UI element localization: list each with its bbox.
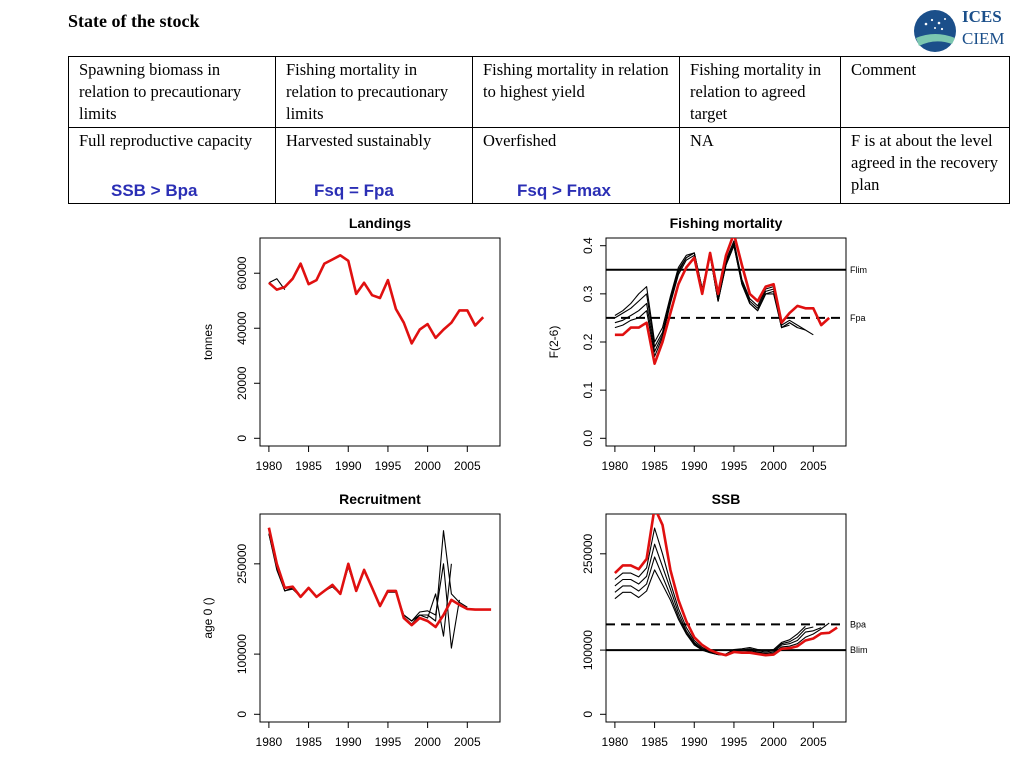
table-row: Full reproductive capacity SSB > Bpa Har…	[68, 127, 1010, 204]
y-tick-label: 100000	[581, 630, 595, 670]
x-tick-label: 1985	[641, 459, 668, 473]
plot-frame	[259, 513, 501, 723]
status-ssb: SSB > Bpa	[111, 181, 198, 200]
y-tick-label: 0	[235, 711, 249, 718]
y-tick-label: 0.3	[581, 285, 595, 302]
x-tick-label: 2000	[760, 459, 787, 473]
cell-ssb-limits: Full reproductive capacity SSB > Bpa	[68, 127, 276, 204]
series-line-retrospective	[614, 245, 798, 348]
x-tick-label: 2005	[800, 735, 827, 749]
fishing-mortality-chart: Fishing mortality 1980 1985 1990 1995 2000 200…	[547, 215, 867, 473]
recruitment-chart: Recruitment 1980 1985 1990 1995 2000 2005 0 1000…	[201, 491, 501, 749]
x-tick-label: 1990	[681, 735, 708, 749]
logo-text-ices: ICES	[962, 7, 1002, 26]
x-tick-label: 1990	[335, 735, 362, 749]
x-tick-label: 1990	[681, 459, 708, 473]
y-axis-label: tonnes	[201, 324, 215, 360]
y-tick-label: 0.4	[581, 237, 595, 254]
cell-f-highest-yield: Overfished Fsq > Fmax	[472, 127, 680, 204]
ssb-chart: SSB 1980 1985 1990 1995 2000 2005 0 100000 250000…	[581, 491, 868, 749]
y-axis-label: F(2-6)	[547, 326, 561, 359]
x-tick-label: 1995	[375, 735, 402, 749]
y-tick-label: 0.1	[581, 381, 595, 398]
x-tick-label: 1995	[721, 735, 748, 749]
reference-label-bpa: Bpa	[850, 619, 866, 629]
header-f-limits: Fishing mortality in relation to precaut…	[275, 56, 473, 128]
chart-title: Landings	[349, 215, 411, 231]
x-tick-label: 1980	[256, 459, 283, 473]
x-tick-label: 2005	[454, 459, 481, 473]
series-line-retrospective	[614, 240, 814, 357]
plot-frame	[605, 513, 847, 723]
cell-f-limits-text: Harvested sustainably	[286, 131, 432, 150]
plot-area	[268, 253, 485, 345]
x-tick-label: 1995	[375, 459, 402, 473]
y-tick-label: 100000	[235, 634, 249, 674]
cell-ssb-text: Full reproductive capacity	[79, 131, 253, 150]
y-tick-label: 0.2	[581, 333, 595, 350]
reference-label-flim: Flim	[850, 265, 867, 275]
y-tick-label: 250000	[581, 533, 595, 573]
y-axis-label: age 0 ()	[201, 597, 215, 638]
series-line-assessment	[614, 238, 831, 365]
y-tick-label: 40000	[235, 311, 249, 345]
reference-label-fpa: Fpa	[850, 313, 866, 323]
plot-area	[606, 514, 846, 657]
page-title: State of the stock	[68, 11, 200, 31]
series-line-retrospective	[268, 278, 286, 291]
cell-f-limits: Harvested sustainably Fsq = Fpa	[275, 127, 473, 204]
y-tick-label: 20000	[235, 366, 249, 400]
series-line-assessment	[267, 527, 492, 629]
table-header-row: Spawning biomass in relation to precauti…	[68, 56, 1010, 128]
series-line-retrospective	[614, 527, 830, 656]
status-f-limits: Fsq = Fpa	[314, 181, 394, 200]
x-tick-label: 1995	[721, 459, 748, 473]
landings-chart: Landings 1980 1985 1990 1995 2000 2005 0 20000 40…	[201, 215, 501, 473]
stock-status-table: Spawning biomass in relation to precauti…	[68, 56, 1010, 204]
x-tick-label: 2000	[414, 459, 441, 473]
status-f-highest-yield: Fsq > Fmax	[517, 181, 612, 200]
x-tick-label: 1980	[602, 459, 629, 473]
globe-icon	[914, 10, 956, 52]
reference-label-blim: Blim	[850, 645, 868, 655]
chart-title: Fishing mortality	[670, 215, 783, 231]
series-line-retrospective	[614, 556, 814, 656]
series-line-assessment	[613, 514, 838, 657]
series-line-assessment	[268, 253, 485, 345]
y-tick-label: 60000	[235, 256, 249, 290]
ices-logo: ICES CIEM	[912, 6, 1022, 54]
logo-text-ciem: CIEM	[962, 29, 1005, 48]
header-f-highest-yield: Fishing mortality in relation to highest…	[472, 56, 680, 128]
cell-f-highest-yield-text: Overfished	[483, 131, 557, 150]
cell-f-target: NA	[679, 127, 841, 204]
x-tick-label: 1985	[641, 735, 668, 749]
x-tick-label: 2005	[800, 459, 827, 473]
x-tick-label: 1990	[335, 459, 362, 473]
x-tick-label: 1985	[295, 735, 322, 749]
x-tick-label: 2000	[414, 735, 441, 749]
x-tick-label: 2000	[760, 735, 787, 749]
header-ssb-limits: Spawning biomass in relation to precauti…	[68, 56, 276, 128]
y-tick-label: 0	[581, 711, 595, 718]
x-tick-label: 2005	[454, 735, 481, 749]
x-tick-label: 1985	[295, 459, 322, 473]
chart-title: SSB	[712, 491, 741, 507]
y-tick-label: 0.0	[581, 430, 595, 447]
y-tick-label: 0	[235, 435, 249, 442]
header-comment: Comment	[840, 56, 1010, 128]
plot-frame	[259, 237, 501, 447]
x-tick-label: 1980	[602, 735, 629, 749]
x-tick-label: 1980	[256, 735, 283, 749]
plot-area	[267, 527, 492, 649]
header-f-target: Fishing mortality in relation to agreed …	[679, 56, 841, 128]
chart-title: Recruitment	[339, 491, 421, 507]
series-line-retrospective	[614, 569, 806, 656]
y-tick-label: 250000	[235, 543, 249, 583]
cell-comment: F is at about the level agreed in the re…	[840, 127, 1010, 204]
plot-area	[606, 238, 846, 365]
